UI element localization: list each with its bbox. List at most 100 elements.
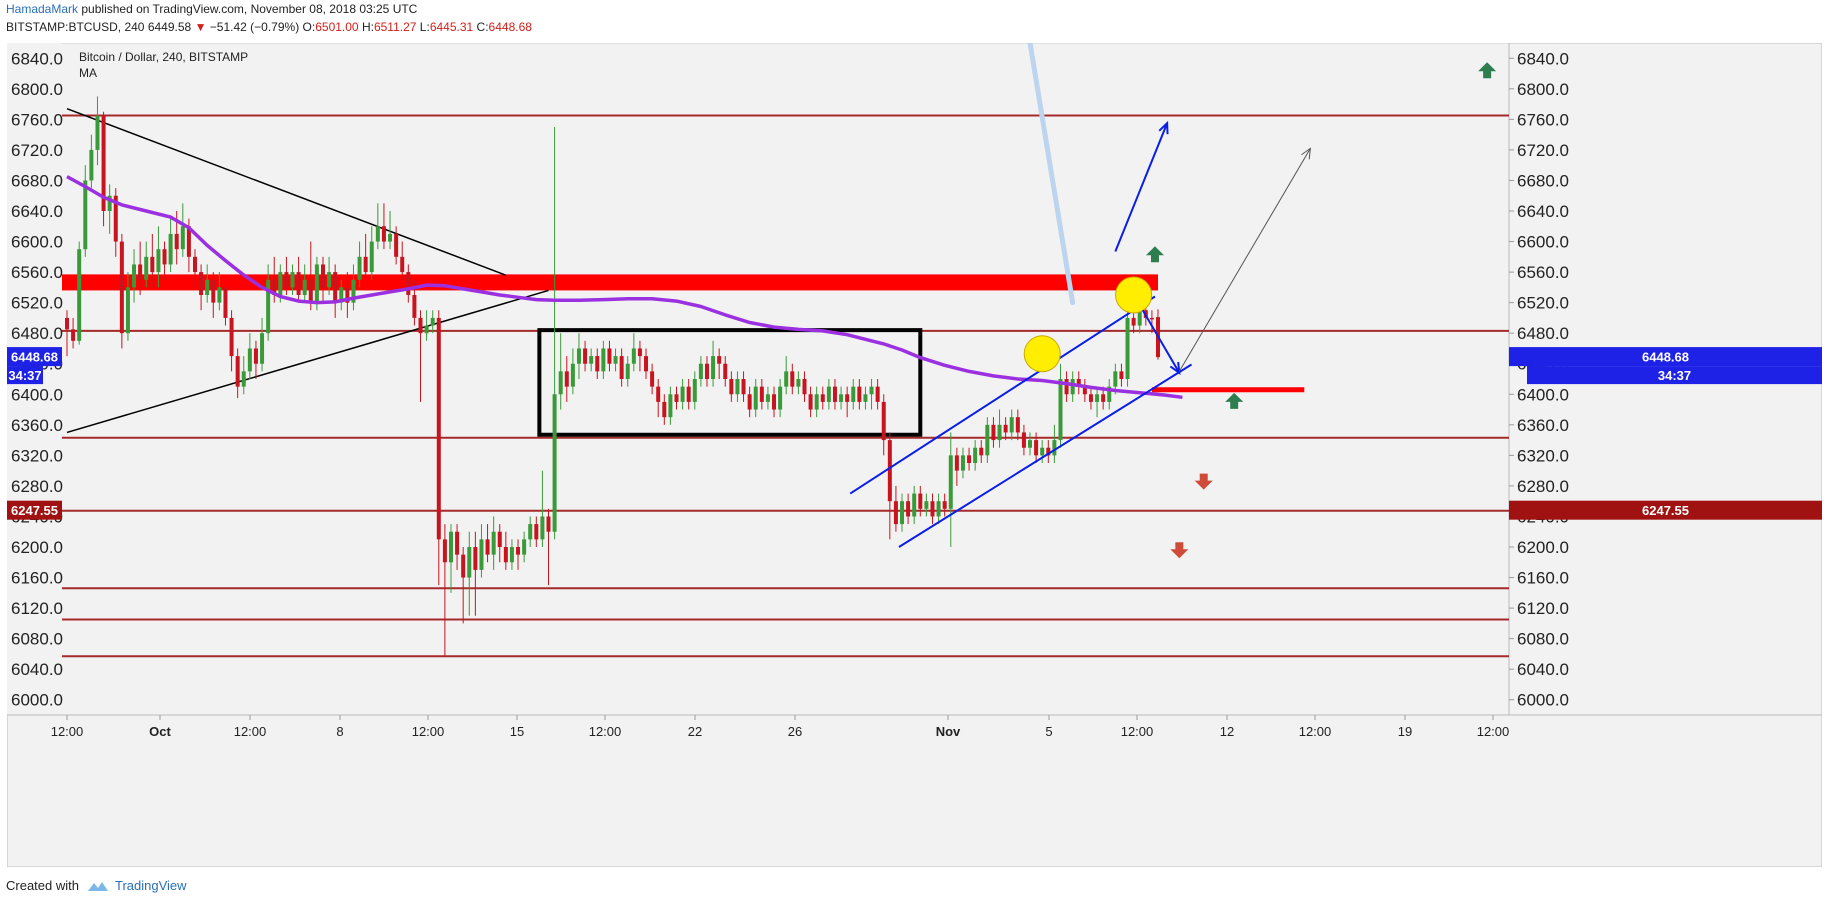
- candle-down-body: [1119, 371, 1124, 379]
- candle-up-body: [948, 455, 953, 509]
- candle-down-body: [284, 272, 289, 288]
- candle-up-body: [83, 180, 88, 250]
- chart-title: Bitcoin / Dollar, 240, BITSTAMP: [79, 50, 248, 64]
- candle-up-body: [558, 371, 563, 395]
- descending-trendline: [66, 107, 507, 276]
- candle-up-body: [912, 493, 917, 517]
- price-axis-right-label: 6640.0: [1517, 202, 1569, 221]
- candle-up-body: [491, 531, 496, 555]
- candle-down-body: [674, 394, 679, 402]
- candle-up-body: [839, 394, 844, 402]
- candle-up-body: [625, 363, 630, 379]
- candle-down-body: [723, 363, 728, 379]
- price-axis-right-label: 6200.0: [1517, 538, 1569, 557]
- candle-up-body: [924, 501, 929, 509]
- candle-up-body: [692, 379, 697, 402]
- candle-down-body: [1034, 440, 1039, 456]
- price-axis[interactable]: 6000.0 6000.0 6040.0 6040.0 6080.0 6080.0 6120…: [11, 49, 1569, 709]
- candle-up-body: [369, 241, 374, 273]
- time-axis-label: 12:00: [412, 724, 445, 739]
- candle-down-body: [394, 233, 399, 257]
- pullback-forecast-arrow: [1141, 309, 1181, 376]
- candle-up-body: [900, 501, 905, 525]
- countdown-tag-left-text: 34:37: [8, 368, 41, 383]
- candle-down-body: [516, 547, 521, 555]
- candle-up-body: [314, 264, 319, 303]
- open-label: O:: [302, 20, 316, 34]
- countdown-tag-right: 34:37: [1527, 366, 1822, 385]
- candle-up-body: [985, 424, 990, 456]
- candle-up-body: [698, 363, 703, 379]
- price-axis-left-label: 6560.0: [11, 263, 63, 282]
- candle-down-body: [747, 394, 752, 410]
- candle-down-body: [442, 539, 447, 563]
- candle-down-body: [473, 547, 478, 570]
- candle-up-body: [479, 539, 484, 570]
- footer: Created with TradingView: [6, 878, 187, 893]
- chart[interactable]: 6000.0 6000.0 6040.0 6040.0 6080.0 6080.0 6120…: [7, 43, 1822, 867]
- candle-down-body: [461, 554, 466, 578]
- high-value: 6511.27: [373, 20, 417, 34]
- candle-up-body: [784, 371, 789, 387]
- long-term-forecast-arrow-shaft: [1178, 148, 1311, 372]
- last-price-tag-left-text: 6448.68: [11, 350, 58, 365]
- last-price-tag-left-box: [7, 347, 62, 367]
- candle-up-body: [125, 287, 130, 334]
- time-axis-label: 12:00: [1477, 724, 1510, 739]
- time-axis[interactable]: 12:00 Oct 12:00 8 12:00 15 12:00 22 26 Nov 5 12:00 1…: [51, 715, 1510, 739]
- candle-down-body: [333, 272, 338, 303]
- long-term-forecast-arrow: [1178, 147, 1312, 372]
- up-arrow-icon: [1478, 62, 1497, 79]
- created-with-label: Created with: [6, 878, 79, 893]
- candle-down-body: [772, 394, 777, 410]
- candle-up-body: [107, 195, 112, 211]
- candle-down-body: [1076, 379, 1081, 387]
- author-link[interactable]: HamadaMark: [6, 2, 79, 16]
- candle-up-body: [576, 348, 581, 364]
- candle-up-body: [1137, 310, 1142, 326]
- candle-up-body: [668, 394, 673, 418]
- candle-down-body: [583, 348, 588, 364]
- candle-up-body: [1040, 447, 1045, 456]
- candle-down-body: [186, 226, 191, 257]
- candle-up-body: [765, 394, 770, 402]
- high-label: H:: [361, 20, 374, 34]
- annotations: [849, 62, 1497, 559]
- candle-down-body: [845, 394, 850, 402]
- tradingview-link[interactable]: TradingView: [114, 878, 187, 893]
- ascending-trendline: [66, 289, 549, 434]
- candle-up-body: [1107, 386, 1112, 402]
- candle-up-body: [95, 115, 100, 150]
- price-axis-left-label: 6120.0: [11, 599, 63, 618]
- candle-up-body: [1028, 440, 1033, 448]
- candle-up-body: [711, 356, 716, 379]
- time-axis-label: 22: [688, 724, 702, 739]
- chart-frame[interactable]: 6000.0 6000.0 6040.0 6040.0 6080.0 6080.0 6120…: [7, 43, 1822, 867]
- candle-up-body: [826, 386, 831, 402]
- candle-down-body: [223, 287, 228, 318]
- channel-lower-line: [898, 363, 1193, 548]
- candle-down-body: [881, 401, 886, 441]
- candle-down-body: [790, 371, 795, 387]
- low-value: 6445.31: [429, 20, 474, 34]
- up-arrow-icon: [1225, 392, 1244, 409]
- candle-up-body: [1052, 440, 1057, 456]
- candle-up-body: [357, 256, 362, 280]
- time-axis-label: 19: [1398, 724, 1412, 739]
- close-value: 6448.68: [488, 20, 532, 34]
- countdown-tag-right-box: [1527, 366, 1822, 385]
- candle-down-body: [485, 539, 490, 555]
- candle-up-body: [1095, 394, 1100, 402]
- price-axis-right-label: 6280.0: [1517, 477, 1569, 496]
- price-axis-left-label: 6360.0: [11, 416, 63, 435]
- candle-up-body: [132, 264, 137, 288]
- candle-up-body: [77, 249, 82, 341]
- last-price-tag-left: 6448.68: [7, 347, 62, 367]
- candle-up-body: [351, 279, 356, 303]
- candle-down-body: [918, 493, 923, 509]
- price-axis-right-label: 6120.0: [1517, 599, 1569, 618]
- down-arrow-icon: [1194, 473, 1213, 490]
- candle-down-body: [930, 501, 935, 517]
- highlight-circle: [1115, 276, 1153, 314]
- candle-up-body: [936, 501, 941, 517]
